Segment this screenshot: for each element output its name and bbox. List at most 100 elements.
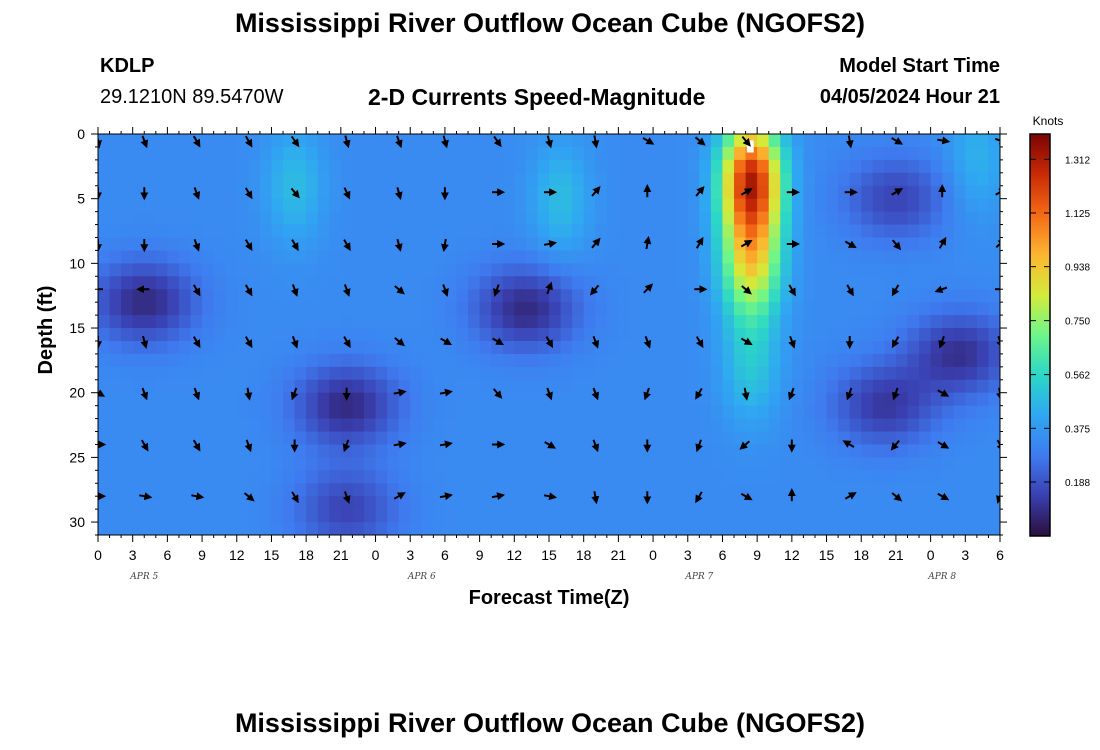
heatmap-cell bbox=[595, 353, 608, 368]
heatmap-cell bbox=[722, 457, 735, 471]
heatmap-cell bbox=[363, 211, 377, 226]
heatmap-cell bbox=[976, 405, 990, 420]
heatmap-cell bbox=[768, 366, 781, 381]
heatmap-cell bbox=[583, 405, 596, 420]
heatmap-cell bbox=[583, 392, 596, 407]
heatmap-cell bbox=[479, 250, 492, 264]
heatmap-cell bbox=[606, 302, 619, 316]
heatmap-cell bbox=[722, 353, 735, 368]
heatmap-cell bbox=[919, 392, 932, 407]
heatmap-cell bbox=[306, 250, 319, 264]
heatmap-cell bbox=[375, 522, 388, 535]
heatmap-cell bbox=[225, 457, 238, 471]
heatmap-cell bbox=[895, 366, 909, 381]
heatmap-cell bbox=[109, 366, 122, 381]
heatmap-cell bbox=[884, 302, 897, 316]
heatmap-cell bbox=[757, 470, 770, 484]
heatmap-cell bbox=[803, 276, 816, 290]
heatmap-cell bbox=[109, 328, 122, 342]
heatmap-cell bbox=[283, 522, 296, 535]
heatmap-cell bbox=[248, 366, 261, 381]
heatmap-cell bbox=[653, 509, 666, 523]
heatmap-cell bbox=[132, 496, 145, 510]
heatmap-cell bbox=[664, 509, 677, 523]
heatmap-cell bbox=[283, 237, 296, 252]
heatmap-cell bbox=[919, 405, 932, 420]
heatmap-cell bbox=[791, 431, 805, 446]
heatmap-cell bbox=[884, 134, 897, 148]
heatmap-cell bbox=[502, 250, 515, 264]
heatmap-cell bbox=[456, 405, 469, 420]
heatmap-cell bbox=[525, 198, 539, 213]
heatmap-cell bbox=[167, 250, 180, 264]
heatmap-cell bbox=[560, 418, 573, 433]
heatmap-cell bbox=[329, 224, 342, 239]
chart-title: Mississippi River Outflow Ocean Cube (NG… bbox=[234, 8, 866, 38]
heatmap-cell bbox=[444, 198, 458, 213]
heatmap-cell bbox=[780, 431, 793, 446]
current-vector bbox=[938, 236, 947, 249]
heatmap-cell bbox=[352, 159, 365, 174]
model-start-value: 04/05/2024 Hour 21 bbox=[819, 86, 1000, 108]
heatmap-cell bbox=[595, 392, 608, 407]
heatmap-cell bbox=[202, 250, 215, 264]
heatmap-cell bbox=[410, 431, 423, 446]
heatmap-cell bbox=[525, 379, 539, 394]
heatmap-cell bbox=[421, 328, 434, 342]
heatmap-cell bbox=[525, 392, 539, 407]
heatmap-cell bbox=[479, 146, 492, 161]
heatmap-cell bbox=[144, 250, 157, 264]
heatmap-cell bbox=[814, 237, 828, 252]
heatmap-cell bbox=[433, 224, 446, 239]
heatmap-cell bbox=[306, 146, 319, 161]
heatmap-cell bbox=[780, 315, 793, 329]
heatmap-cell bbox=[329, 366, 342, 381]
heatmap-cell bbox=[144, 134, 157, 148]
heatmap-cell bbox=[213, 172, 226, 187]
heatmap-cell bbox=[468, 392, 481, 407]
heatmap-cell bbox=[236, 392, 249, 407]
heatmap-cell bbox=[988, 172, 1000, 187]
heatmap-cell bbox=[444, 315, 458, 329]
heatmap-cell bbox=[259, 146, 273, 161]
heatmap-cell bbox=[895, 340, 909, 355]
heatmap-cell bbox=[502, 237, 515, 252]
heatmap-cell bbox=[421, 353, 434, 368]
heatmap-cell bbox=[745, 444, 758, 458]
heatmap-cell bbox=[734, 224, 747, 239]
heatmap-cell bbox=[606, 198, 619, 213]
heatmap-cell bbox=[236, 496, 249, 510]
heatmap-cell bbox=[814, 379, 828, 394]
heatmap-cell bbox=[259, 379, 273, 394]
heatmap-cell bbox=[329, 315, 342, 329]
heatmap-cell bbox=[629, 444, 643, 458]
heatmap-cell bbox=[976, 146, 990, 161]
heatmap-cell bbox=[98, 185, 111, 200]
heatmap-cell bbox=[872, 509, 885, 523]
heatmap-cell bbox=[676, 198, 689, 213]
x-tick-label: 21 bbox=[611, 547, 627, 563]
heatmap-cell bbox=[791, 211, 805, 226]
heatmap-cell bbox=[606, 366, 619, 381]
heatmap-cell bbox=[155, 211, 168, 226]
heatmap-cell bbox=[479, 444, 492, 458]
heatmap-cell bbox=[988, 496, 1000, 510]
heatmap-cell bbox=[745, 366, 758, 381]
heatmap-cell bbox=[572, 496, 585, 510]
heatmap-cell bbox=[294, 289, 307, 303]
heatmap-cell bbox=[549, 146, 562, 161]
heatmap-cell bbox=[375, 509, 388, 523]
heatmap-cell bbox=[722, 185, 735, 200]
heatmap-cell bbox=[884, 405, 897, 420]
heatmap-cell bbox=[930, 263, 943, 277]
current-vector bbox=[995, 238, 1000, 248]
heatmap-cell bbox=[329, 250, 342, 264]
heatmap-cell bbox=[641, 146, 654, 161]
heatmap-cell bbox=[410, 198, 423, 213]
heatmap-cell bbox=[329, 172, 342, 187]
heatmap-cell bbox=[803, 315, 816, 329]
heatmap-cell bbox=[387, 250, 400, 264]
date-label: APR 7 bbox=[684, 572, 713, 582]
heatmap-cell bbox=[387, 198, 400, 213]
heatmap-cell bbox=[734, 431, 747, 446]
